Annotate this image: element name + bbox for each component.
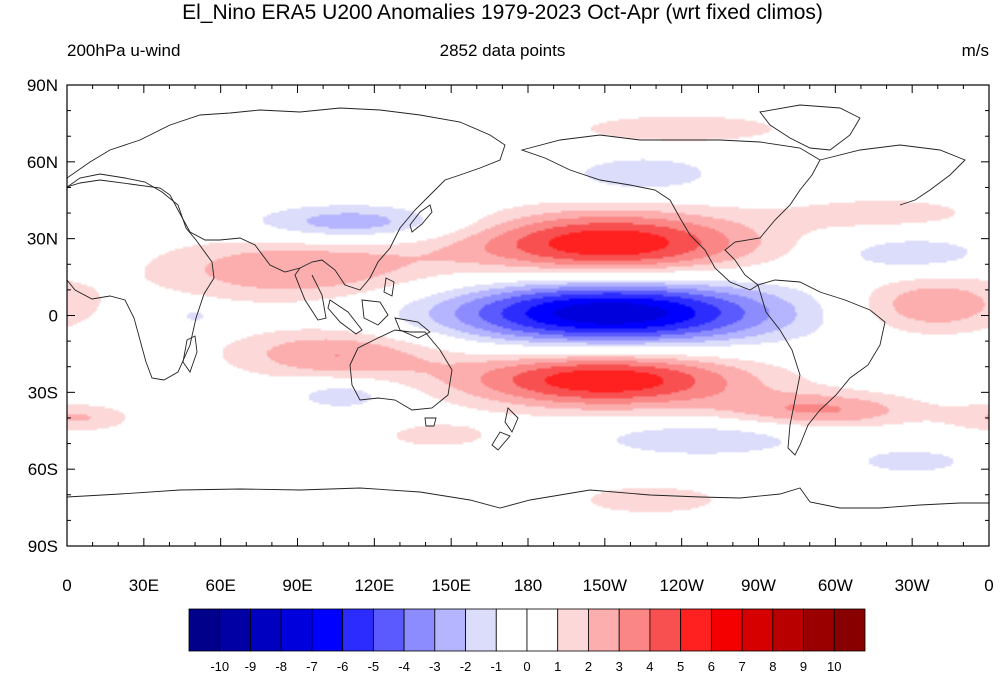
colorbar-label: 3 (616, 659, 623, 674)
colorbar-label: -9 (245, 659, 257, 674)
lat-tick-label: 60S (28, 460, 58, 479)
lon-tick-label: 90W (741, 576, 776, 595)
colorbar-box (649, 608, 682, 652)
colorbar-box (741, 608, 774, 652)
colorbar-box (465, 608, 497, 652)
anomaly-field (67, 85, 989, 546)
lon-tick-label: 90E (282, 576, 312, 595)
colorbar-box (495, 608, 528, 652)
lat-tick-label: 30S (28, 383, 58, 402)
colorbar-label: 7 (738, 659, 745, 674)
variable-label: 200hPa u-wind (67, 41, 181, 60)
colorbar-box (219, 608, 251, 652)
colorbar-box (280, 608, 313, 652)
lat-tick-label: 30N (27, 230, 58, 249)
lon-tick-label: 30W (895, 576, 930, 595)
lon-tick-label: 0 (62, 576, 71, 595)
colorbar-box (403, 608, 436, 652)
colorbar-box (526, 608, 559, 652)
lon-tick-label: 150E (431, 576, 471, 595)
colorbar (188, 608, 866, 652)
colorbar-label: -4 (398, 659, 410, 674)
lon-tick-label: 150W (583, 576, 627, 595)
colorbar-box (803, 608, 835, 652)
colorbar-box (710, 608, 743, 652)
lon-tick-label: 180 (514, 576, 542, 595)
lon-tick-label: 60W (818, 576, 853, 595)
coastlines (67, 104, 989, 509)
colorbar-label: 9 (800, 659, 807, 674)
colorbar-box (680, 608, 712, 652)
colorbar-box (833, 608, 866, 652)
lon-tick-label: 60E (206, 576, 236, 595)
colorbar-labels: -10 -9 -8 -7 -6 -5 -4 -3 -2 -1 0 1 2 3 4 5 6 7 8 9 10 (210, 659, 841, 674)
colorbar-label: -6 (337, 659, 349, 674)
colorbar-label: -5 (368, 659, 380, 674)
latitude-labels: 90N 60N 30N 0 30S 60S 90S (27, 76, 58, 556)
lat-tick-label: 90S (28, 537, 58, 556)
data-points-label: 2852 data points (439, 41, 566, 60)
lon-tick-label: 120W (659, 576, 703, 595)
colorbar-label: 6 (708, 659, 715, 674)
lon-tick-label: 0 (984, 576, 993, 595)
lat-tick-label: 0 (49, 307, 58, 326)
colorbar-label: -7 (306, 659, 318, 674)
colorbar-box (250, 608, 282, 652)
colorbar-box (311, 608, 344, 652)
colorbar-label: -8 (275, 659, 287, 674)
colorbar-box (588, 608, 620, 652)
units-label: m/s (961, 41, 989, 60)
lat-tick-label: 60N (27, 153, 58, 172)
colorbar-box (557, 608, 589, 652)
lon-tick-label: 30E (129, 576, 159, 595)
longitude-labels: 0 30E 60E 90E 120E 150E 180 150W 120W 90W 60W 30W 0 (62, 576, 993, 595)
colorbar-label: 8 (769, 659, 776, 674)
colorbar-box (188, 608, 221, 652)
colorbar-label: 10 (827, 659, 841, 674)
colorbar-box (618, 608, 651, 652)
colorbar-label: -10 (210, 659, 229, 674)
colorbar-label: 1 (554, 659, 561, 674)
colorbar-label: -3 (429, 659, 441, 674)
colorbar-box (772, 608, 804, 652)
colorbar-label: -1 (490, 659, 502, 674)
axis-ticks (66, 84, 990, 547)
lat-tick-label: 90N (27, 76, 58, 95)
colorbar-label: 5 (677, 659, 684, 674)
colorbar-label: 4 (646, 659, 653, 674)
colorbar-box (342, 608, 374, 652)
colorbar-box (372, 608, 405, 652)
colorbar-box (434, 608, 466, 652)
lon-tick-label: 120E (354, 576, 394, 595)
colorbar-label: 0 (523, 659, 530, 674)
map-title: El_Nino ERA5 U200 Anomalies 1979-2023 Oc… (182, 1, 823, 24)
colorbar-label: 2 (585, 659, 592, 674)
colorbar-label: -2 (460, 659, 472, 674)
